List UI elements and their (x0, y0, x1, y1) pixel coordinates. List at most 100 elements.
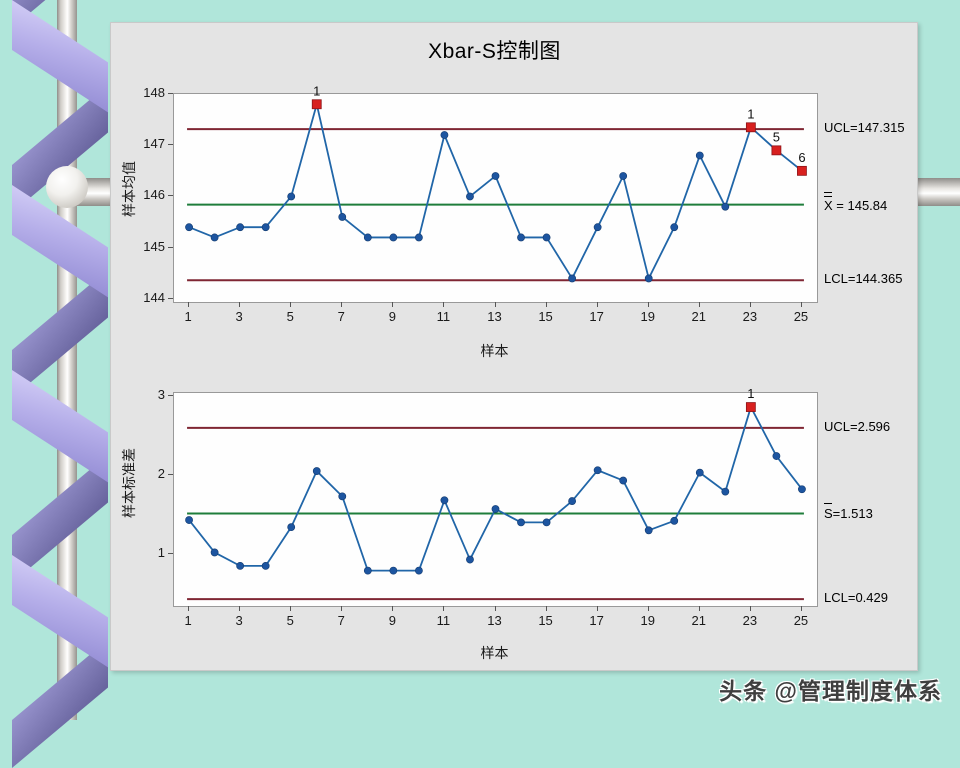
test-failure-label: 5 (773, 129, 780, 144)
x-tick-mark (800, 302, 802, 307)
data-point (644, 274, 653, 283)
data-point (414, 566, 423, 575)
s-x-axis-title: 样本 (480, 645, 509, 661)
out-of-control-point (745, 402, 756, 412)
x-tick-label: 5 (286, 309, 294, 324)
data-point (619, 476, 628, 485)
series-line (188, 406, 803, 572)
y-tick-mark (168, 553, 173, 554)
data-point (798, 485, 806, 494)
y-tick-mark (168, 297, 173, 299)
xbar-center-value: = 145.84 (832, 197, 888, 213)
data-point (542, 233, 551, 242)
test-failure-label: 6 (798, 150, 805, 165)
x-tick-mark (596, 302, 598, 307)
x-tick-label: 3 (235, 613, 243, 628)
data-point (389, 566, 398, 575)
data-point (670, 223, 679, 232)
data-point (644, 526, 653, 535)
data-point (312, 467, 321, 475)
x-tick-mark (494, 606, 496, 611)
y-tick-label: 1 (157, 545, 165, 560)
x-tick-label: 11 (436, 613, 451, 628)
xbar-lcl-label: LCL=144.365 (824, 271, 903, 287)
data-point (287, 523, 296, 532)
x-tick-label: 15 (538, 613, 553, 628)
y-tick-label: 145 (143, 238, 165, 254)
s-lcl-label: LCL=0.429 (824, 590, 888, 606)
data-point (695, 468, 704, 477)
data-point (338, 492, 347, 501)
xbar-ucl-label: UCL=147.315 (824, 120, 905, 136)
data-point (185, 223, 193, 232)
data-point (414, 233, 423, 242)
out-of-control-point (311, 99, 322, 110)
xbar-x-axis-title: 样本 (480, 343, 509, 359)
test-failure-label: 1 (313, 83, 320, 98)
data-point (363, 233, 372, 242)
watermark: 头条 @管理制度体系 (719, 678, 942, 704)
x-tick-mark (647, 302, 649, 307)
x-tick-mark (392, 302, 394, 307)
x-tick-mark (647, 606, 649, 611)
x-tick-label: 9 (388, 309, 396, 324)
data-point (210, 233, 219, 242)
data-point (491, 505, 500, 513)
s-y-axis-title: 样本标准差 (121, 448, 137, 518)
x-tick-label: 7 (337, 613, 345, 628)
x-tick-label: 13 (487, 309, 502, 324)
x-tick-label: 23 (742, 309, 758, 324)
x-tick-mark (545, 302, 547, 307)
x-tick-label: 1 (184, 613, 192, 628)
y-tick-label: 2 (157, 466, 165, 481)
s-ucl-label: UCL=2.596 (824, 418, 891, 434)
data-point (695, 151, 704, 160)
y-tick-mark (168, 144, 173, 146)
x-tick-label: 17 (589, 613, 604, 628)
y-tick-label: 144 (143, 289, 165, 305)
data-point (670, 516, 679, 525)
y-tick-mark (168, 474, 173, 475)
y-tick-mark (168, 246, 173, 248)
x-tick-mark (800, 606, 802, 611)
x-tick-label: 19 (640, 613, 655, 628)
x-tick-mark (392, 606, 394, 611)
data-point (619, 172, 628, 180)
x-tick-mark (188, 302, 190, 307)
y-tick-mark (168, 395, 173, 396)
s-center-value: =1.513 (832, 506, 873, 522)
data-point (568, 274, 577, 283)
y-tick-mark (168, 195, 173, 197)
data-point (517, 518, 525, 527)
xbar-center-label: X = 145.84 (824, 191, 888, 213)
data-point (593, 466, 602, 475)
x-tick-label: 7 (337, 309, 345, 324)
data-point (236, 223, 245, 232)
x-tick-label: 3 (235, 309, 243, 324)
y-tick-label: 148 (143, 85, 165, 100)
data-point (440, 496, 449, 505)
data-point (542, 518, 551, 527)
x-tick-label: 25 (793, 613, 809, 628)
x-tick-mark (443, 606, 445, 611)
x-tick-mark (749, 606, 751, 611)
y-tick-label: 3 (157, 387, 165, 402)
data-point (185, 516, 193, 524)
x-tick-label: 23 (742, 613, 758, 628)
x-tick-mark (188, 606, 190, 611)
data-point (466, 555, 474, 564)
data-point (440, 131, 449, 139)
x-tick-mark (698, 302, 700, 307)
s-center-label: S=1.513 (824, 503, 873, 521)
sphere-decoration (46, 166, 88, 208)
x-tick-label: 21 (691, 309, 707, 324)
y-tick-mark (168, 93, 173, 94)
data-point (261, 561, 270, 570)
data-point (568, 497, 577, 505)
x-tick-label: 9 (388, 613, 396, 628)
x-tick-label: 25 (793, 309, 809, 324)
xbar-plot: 1 1 5 6 (173, 83, 818, 303)
data-point (338, 213, 347, 221)
x-tick-label: 11 (436, 309, 451, 324)
